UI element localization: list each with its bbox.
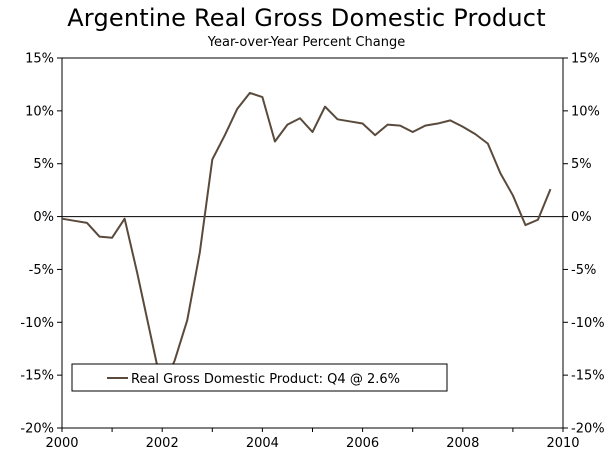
y-tick-label-right: 5%: [571, 157, 592, 172]
x-tick-label: 2006: [346, 436, 379, 451]
y-tick-label-left: 0%: [33, 210, 54, 225]
x-tick-label: 2008: [446, 436, 479, 451]
y-tick-label-left: 5%: [33, 157, 54, 172]
x-axis: 2000 2002 2004 2006 2008 2010: [45, 428, 580, 451]
x-tick-label: 2002: [146, 436, 179, 451]
y-tick-label-right: 10%: [571, 104, 600, 119]
y-tick-label-right: -20%: [571, 422, 605, 437]
right-y-axis: 15% 10% 5% 0% -5% -10% -15% -20%: [563, 52, 605, 437]
y-tick-label-left: 15%: [25, 52, 54, 67]
y-tick-label-left: -5%: [29, 263, 54, 278]
y-tick-label-right: -5%: [571, 263, 596, 278]
y-tick-label-right: 15%: [571, 52, 600, 67]
y-tick-label-right: -15%: [571, 369, 605, 384]
y-tick-label-right: 0%: [571, 210, 592, 225]
legend-box: [71, 363, 448, 392]
series-line: [61, 91, 552, 390]
x-tick-label: 2004: [246, 436, 279, 451]
x-tick-label: 2010: [546, 436, 579, 451]
legend: Real Gross Domestic Product: Q4 @ 2.6%: [71, 363, 448, 392]
x-tick-label: 2000: [45, 436, 78, 451]
left-y-axis: 15% 10% 5% 0% -5% -10% -15% -20%: [20, 52, 62, 437]
chart-title: Argentine Real Gross Domestic Product: [67, 4, 546, 32]
chart-subtitle: Year-over-Year Percent Change: [207, 35, 406, 50]
y-tick-label-left: -10%: [20, 316, 54, 331]
series-group: [61, 91, 552, 390]
legend-label: Real Gross Domestic Product: Q4 @ 2.6%: [131, 372, 400, 387]
y-tick-label-left: 10%: [25, 104, 54, 119]
y-tick-label-left: -15%: [20, 369, 54, 384]
y-tick-label-left: -20%: [20, 422, 54, 437]
y-tick-label-right: -10%: [571, 316, 605, 331]
